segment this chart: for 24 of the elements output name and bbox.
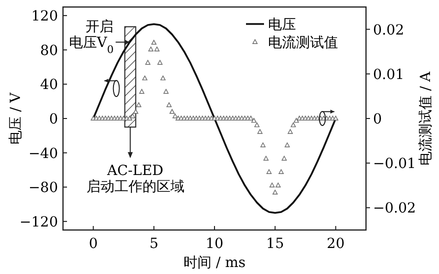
x-tick-label: 0 bbox=[88, 236, 98, 252]
y2-tick-label: 0.01 bbox=[373, 66, 404, 83]
y-tick-label: −120 bbox=[20, 214, 58, 230]
y-axis-title: 电压 / V bbox=[8, 92, 24, 144]
y-tick-label: 80 bbox=[40, 42, 58, 59]
y-tick-label: −40 bbox=[28, 146, 58, 162]
y-tick-label: 120 bbox=[31, 8, 58, 25]
x-axis-title: 时间 / ms bbox=[183, 255, 246, 271]
y2-tick-label: −0.01 bbox=[373, 156, 416, 172]
y2-tick-label: 0 bbox=[373, 112, 382, 128]
x-tick-label: 20 bbox=[326, 236, 345, 252]
y-tick-label: −80 bbox=[28, 180, 58, 196]
y2-axis-title: 电流测试值 / A bbox=[418, 70, 434, 166]
x-tick-label: 5 bbox=[149, 236, 158, 252]
x-tick-label: 15 bbox=[266, 236, 284, 252]
annotation: 开启电压V$_{0}$ bbox=[68, 19, 114, 56]
y2-tick-label: 0.02 bbox=[373, 22, 404, 38]
x-tick-label: 10 bbox=[206, 236, 224, 252]
legend-label: 电流测试值 bbox=[268, 35, 338, 51]
y2-tick-label: −0.02 bbox=[373, 200, 416, 217]
y-tick-label: 0 bbox=[49, 112, 58, 128]
y-tick-label: 40 bbox=[40, 77, 58, 94]
band-label: AC-LED 启动工作的区域 bbox=[86, 163, 184, 196]
legend-label: 电压 bbox=[268, 17, 296, 33]
